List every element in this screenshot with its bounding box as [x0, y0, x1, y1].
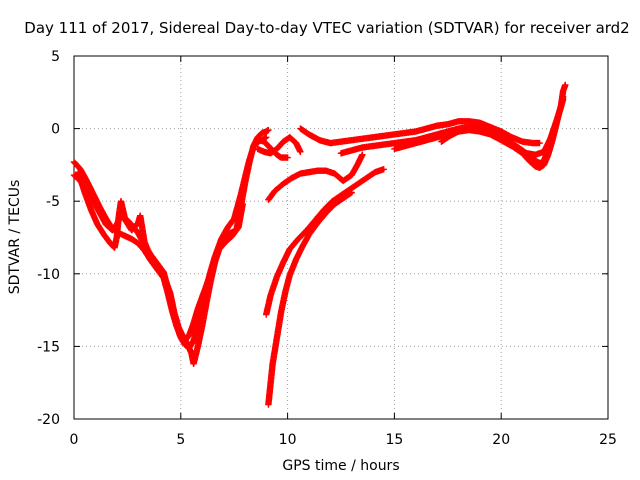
data-point — [380, 166, 387, 173]
y-tick-label: 5 — [51, 49, 60, 65]
x-tick-label: 0 — [70, 432, 79, 448]
data-point — [359, 151, 366, 158]
data-point — [284, 154, 291, 161]
series-arc-8 — [256, 137, 291, 161]
data-point — [239, 200, 246, 208]
y-tick-label: -15 — [37, 339, 60, 355]
x-tick-label: 25 — [599, 432, 617, 448]
x-tick-label: 5 — [176, 432, 185, 448]
tick-marks — [73, 55, 609, 420]
data-point — [265, 126, 272, 134]
data-point — [348, 189, 355, 196]
x-tick-label: 15 — [385, 432, 403, 448]
data-point — [263, 134, 270, 141]
series-arc-3 — [75, 169, 246, 367]
x-tick-label: 20 — [492, 432, 510, 448]
x-axis-label: GPS time / hours — [282, 458, 399, 474]
chart-title: Day 111 of 2017, Sidereal Day-to-day VTE… — [24, 19, 629, 37]
data-point — [562, 81, 569, 89]
x-tick-labels: 0 5 10 15 20 25 — [70, 432, 617, 448]
y-tick-label: -20 — [37, 412, 60, 428]
series-arc-6 — [265, 151, 366, 203]
y-tick-labels: -20 -15 -10 -5 0 5 — [37, 49, 60, 428]
x-tick-label: 10 — [279, 432, 297, 448]
series-arc-4 — [263, 166, 387, 318]
series-arc-7 — [254, 134, 304, 157]
y-axis-label: SDTVAR / TECUs — [7, 180, 23, 295]
series-arc-5 — [265, 189, 355, 408]
y-tick-label: -10 — [37, 267, 60, 283]
plot-frame — [73, 55, 609, 420]
y-tick-label: 0 — [51, 122, 60, 138]
y-tick-label: -5 — [46, 194, 60, 210]
data-point — [297, 148, 304, 155]
data-point — [536, 139, 543, 147]
series-arc-12 — [438, 96, 567, 158]
data-points — [70, 81, 569, 408]
data-point — [559, 96, 567, 103]
series-arc-9 — [297, 118, 543, 147]
